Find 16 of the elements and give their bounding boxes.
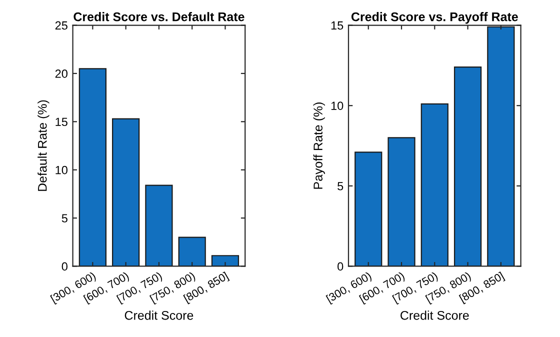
y-tick-label: 20 bbox=[55, 70, 68, 78]
y-axis-title: Payoff Rate (%) bbox=[313, 102, 325, 189]
y-tick-label: 10 bbox=[331, 102, 344, 110]
y-tick-label: 5 bbox=[338, 182, 344, 190]
chart-title: Credit Score vs. Default Rate bbox=[74, 12, 244, 22]
y-tick-label: 5 bbox=[62, 214, 68, 222]
x-axis-title: Credit Score bbox=[400, 310, 469, 320]
y-tick-label: 15 bbox=[331, 21, 344, 30]
x-axis-title: Credit Score bbox=[124, 310, 194, 320]
y-tick-label: 0 bbox=[62, 262, 68, 271]
y-tick-label: 0 bbox=[338, 262, 344, 271]
y-tick-label: 25 bbox=[55, 21, 68, 30]
y-tick-label: 15 bbox=[56, 118, 68, 126]
y-tick-label: 10 bbox=[56, 166, 68, 174]
chart-title: Credit Score vs. Payoff Rate bbox=[351, 12, 518, 24]
y-axis-title: Default Rate (%) bbox=[38, 100, 50, 191]
